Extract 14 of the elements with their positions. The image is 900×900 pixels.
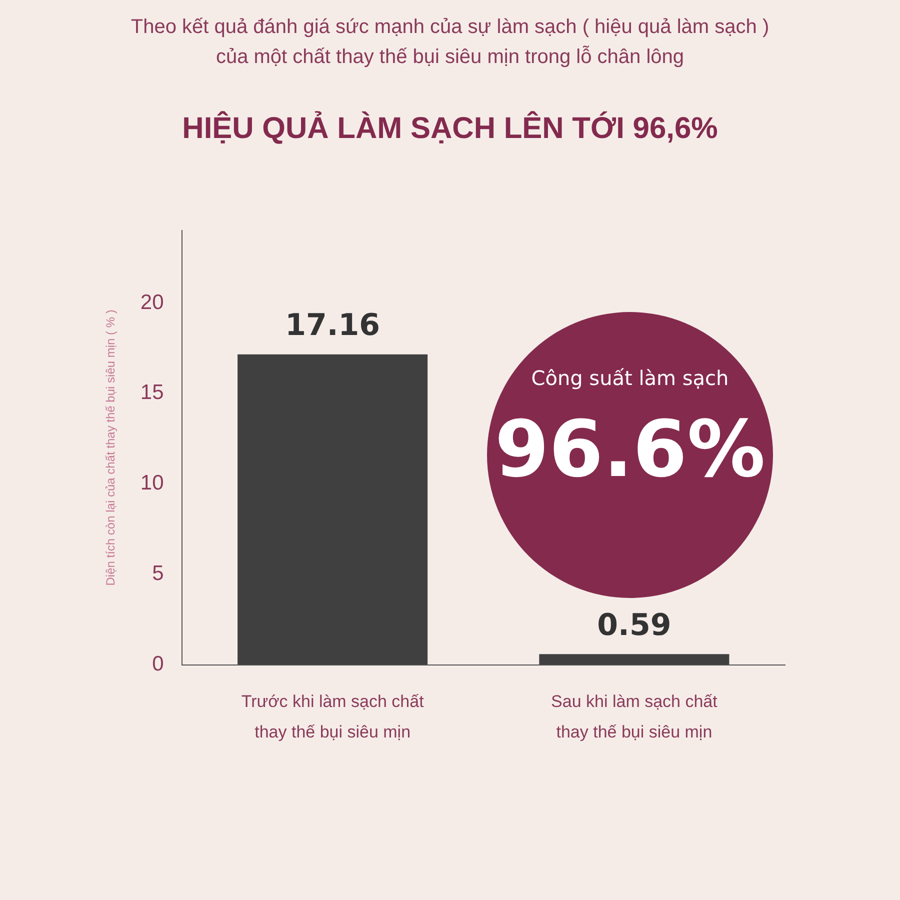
data-label: 17.16 <box>285 308 380 344</box>
data-label: 0.59 <box>597 608 672 643</box>
y-tick-label: 0 <box>152 652 164 676</box>
chart-title: HIỆU QUẢ LÀM SẠCH LÊN TỚI 96,6% <box>181 112 719 146</box>
annotation: 96.6% <box>494 405 766 495</box>
y-tick-label: 5 <box>152 562 164 586</box>
x-tick-label: Trước khi làm sạch chất thay thế bụi siêu mịn <box>241 692 424 742</box>
y-tick-label: 10 <box>140 472 164 495</box>
y-tick-label: 20 <box>140 290 164 314</box>
chart-subtitle: Theo kết quả đánh giá sức mạnh của sự làm sạch ( hiệu quả làm sạch ) của một chất thay thế bụi siêu mịn trong lỗ chân lông <box>130 15 770 70</box>
y-tick-label: 15 <box>140 381 164 404</box>
y-axis-title: Diện tích còn lại của chất thay thế bụi siêu mịn ( % ) <box>104 310 118 586</box>
x-tick-label: Sau khi làm sạch chất thay thế bụi siêu mịn <box>551 692 718 742</box>
annotation: Công suất làm sạch <box>530 366 730 390</box>
